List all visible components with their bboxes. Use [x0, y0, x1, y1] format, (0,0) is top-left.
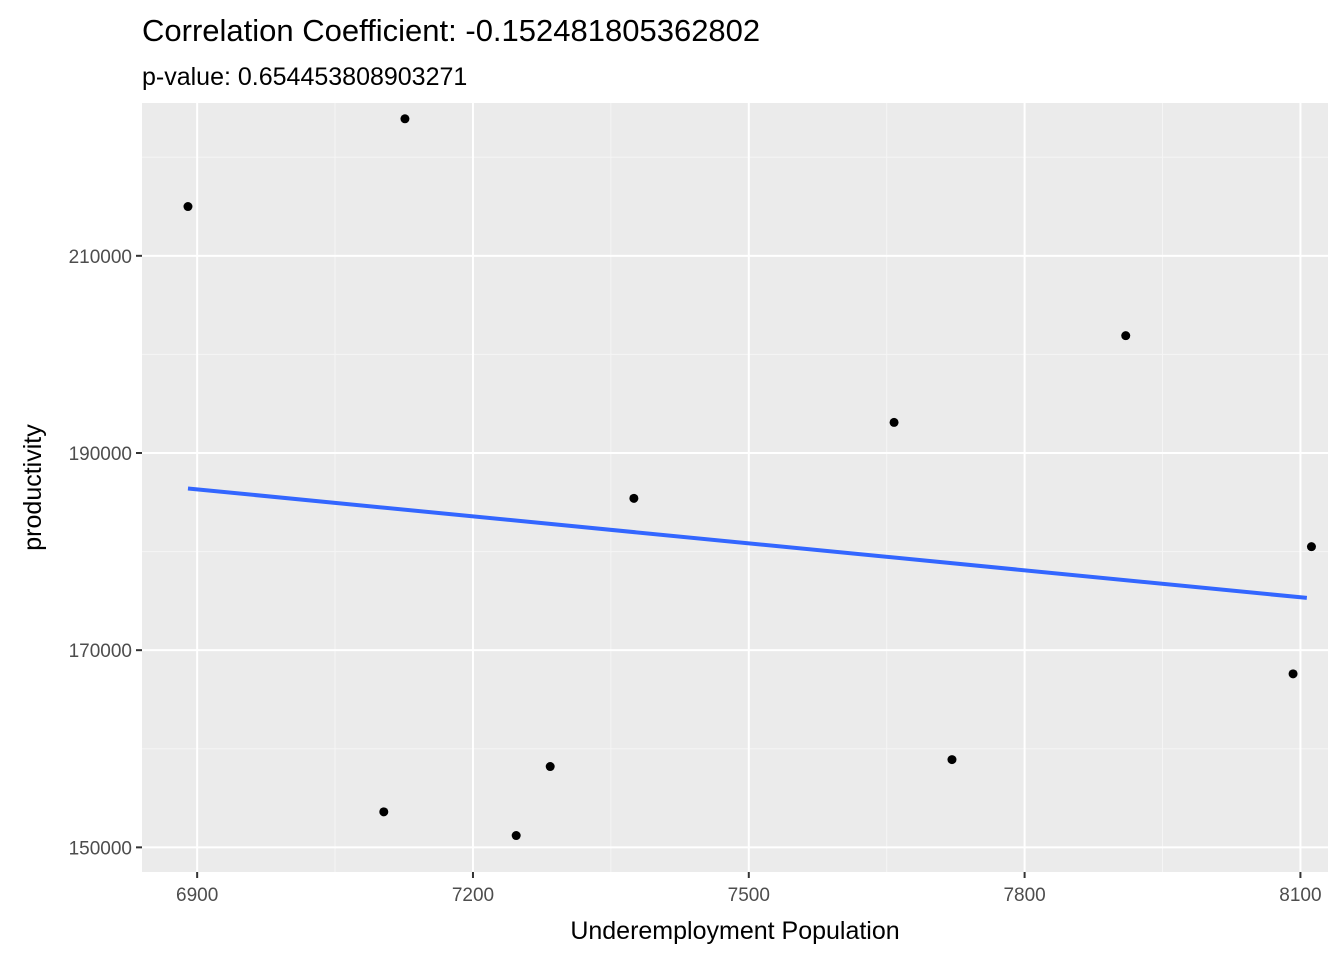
- y-tick-label: 210000: [69, 247, 132, 268]
- x-axis-title: Underemployment Population: [570, 917, 899, 945]
- x-axis-ticks: 6900 7200 7500 7800 8100: [176, 872, 1322, 906]
- x-tick-label: 8100: [1279, 885, 1321, 906]
- x-tick-label: 7800: [1003, 885, 1045, 906]
- y-tick-label: 190000: [69, 444, 132, 465]
- x-tick-label: 6900: [176, 885, 218, 906]
- data-point: [629, 493, 639, 503]
- y-axis-ticks: 150000 170000 190000 210000: [69, 247, 142, 859]
- data-point: [183, 202, 193, 212]
- major-gridlines: [142, 103, 1328, 872]
- data-point: [1288, 669, 1298, 679]
- data-point: [1306, 542, 1316, 552]
- y-tick-label: 170000: [69, 641, 132, 662]
- data-point: [889, 417, 899, 427]
- data-point: [947, 755, 957, 765]
- data-point: [400, 114, 410, 124]
- y-axis-title: productivity: [19, 424, 47, 551]
- trend-line-group: [187, 486, 1308, 600]
- x-tick-label: 7200: [452, 885, 494, 906]
- chart-subtitle: p-value: 0.654453808903271: [142, 63, 467, 91]
- y-tick-label: 150000: [69, 838, 132, 859]
- data-point: [379, 807, 389, 817]
- minor-gridlines: [142, 103, 1328, 872]
- data-point: [1121, 331, 1131, 341]
- data-points: [183, 114, 1316, 841]
- plot-panel: [142, 103, 1328, 872]
- x-tick-label: 7500: [728, 885, 770, 906]
- data-point: [511, 831, 521, 841]
- data-point: [545, 762, 555, 772]
- chart-title: Correlation Coefficient: -0.152481805362…: [142, 13, 760, 48]
- trend-line: [187, 486, 1308, 600]
